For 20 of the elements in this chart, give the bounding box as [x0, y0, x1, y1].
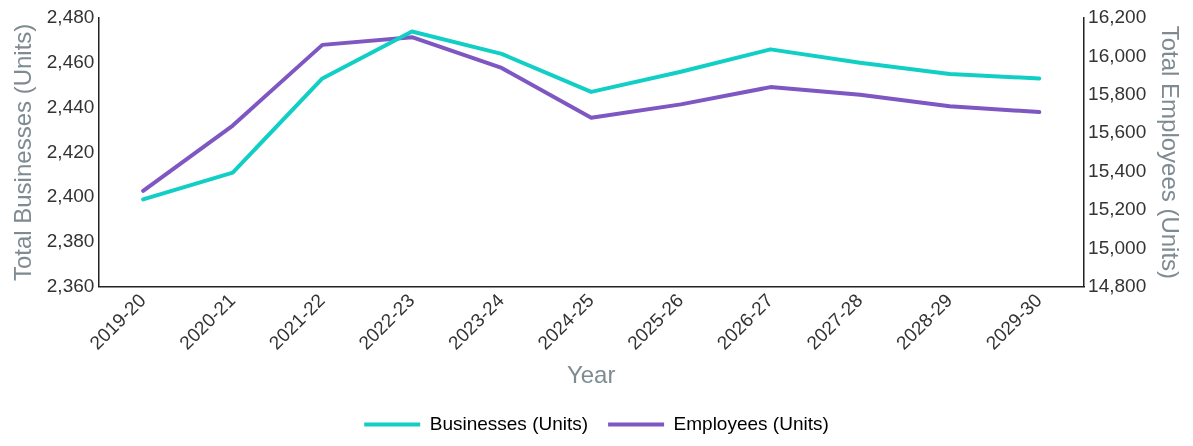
- y2-tick-label: 15,600: [1088, 121, 1147, 143]
- y-tick-label: 2,380: [46, 230, 95, 252]
- x-axis-title: Year: [566, 361, 616, 389]
- y2-tick-label: 15,000: [1088, 236, 1147, 258]
- y2-tick-label: 15,800: [1088, 83, 1147, 105]
- y-tick-label: 2,420: [46, 140, 95, 162]
- y-tick-label: 2,400: [46, 185, 95, 207]
- y2-tick-label: 15,200: [1088, 198, 1147, 220]
- y2-tick-label: 16,200: [1088, 6, 1147, 28]
- y2-tick-label: 16,000: [1088, 44, 1147, 66]
- y-tick-label: 2,360: [46, 275, 95, 297]
- y-tick-label: 2,460: [46, 51, 95, 73]
- legend-label: Employees (Units): [673, 412, 829, 434]
- y2-tick-label: 15,400: [1088, 159, 1147, 181]
- y2-tick-label: 14,800: [1088, 275, 1147, 297]
- y-axis-title: Total Businesses (Units): [9, 23, 37, 282]
- y2-axis-title: Total Employees (Units): [1156, 25, 1184, 280]
- y-tick-label: 2,480: [46, 6, 95, 28]
- y-tick-label: 2,440: [46, 95, 95, 117]
- legend-label: Businesses (Units): [429, 412, 589, 434]
